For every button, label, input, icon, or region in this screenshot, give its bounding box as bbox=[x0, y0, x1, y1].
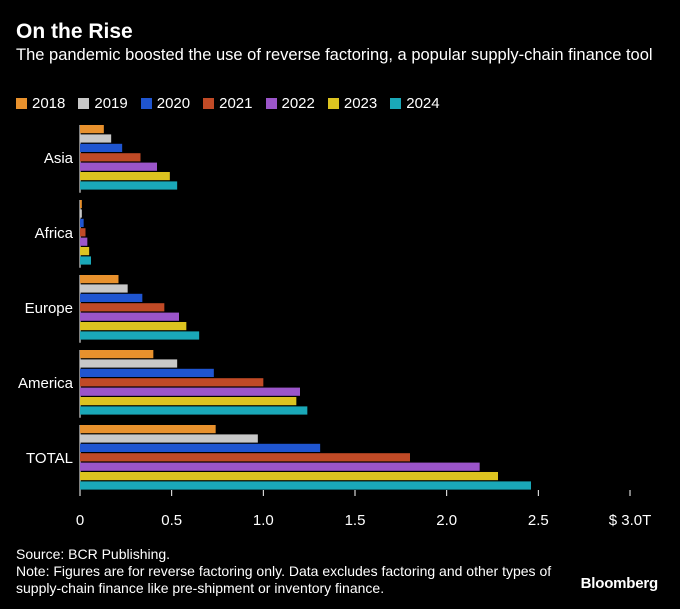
chart-footer: Source: BCR Publishing. Note: Figures ar… bbox=[16, 546, 576, 597]
bar bbox=[80, 218, 84, 227]
bar bbox=[80, 256, 91, 265]
category-label: America bbox=[18, 375, 74, 392]
bar bbox=[80, 322, 187, 331]
x-tick-label: $ 3.0T bbox=[609, 512, 652, 529]
bar bbox=[80, 378, 264, 387]
bar bbox=[80, 303, 165, 312]
legend-item: 2022 bbox=[265, 95, 315, 112]
bar bbox=[80, 331, 200, 340]
legend-item: 2024 bbox=[390, 95, 440, 112]
x-tick-label: 0 bbox=[76, 512, 84, 529]
category-label: Asia bbox=[44, 150, 74, 167]
legend-label: 2020 bbox=[156, 95, 191, 112]
legend-label: 2019 bbox=[94, 95, 128, 112]
bar bbox=[80, 237, 88, 246]
bar bbox=[80, 247, 90, 256]
legend-swatch bbox=[203, 98, 215, 109]
bar bbox=[80, 434, 258, 443]
legend-swatch bbox=[78, 98, 90, 109]
x-tick-label: 0.5 bbox=[161, 512, 182, 529]
bar bbox=[80, 162, 157, 171]
bar bbox=[80, 293, 143, 302]
x-tick-label: 1.0 bbox=[253, 512, 274, 529]
x-tick-label: 2.5 bbox=[528, 512, 549, 529]
x-tick-label: 2.0 bbox=[436, 512, 457, 529]
legend-item: 2019 bbox=[78, 95, 128, 112]
legend-swatch bbox=[265, 98, 277, 109]
legend-item: 2021 bbox=[203, 95, 253, 112]
category-label: Europe bbox=[25, 300, 73, 317]
bar bbox=[80, 462, 480, 471]
category-label: TOTAL bbox=[26, 450, 73, 467]
legend-item: 2018 bbox=[16, 95, 65, 112]
bar bbox=[80, 284, 128, 293]
bar bbox=[80, 181, 178, 190]
bar bbox=[80, 425, 216, 434]
bar bbox=[80, 359, 178, 368]
legend-swatch bbox=[390, 98, 402, 109]
bar bbox=[80, 368, 214, 377]
legend-label: 2022 bbox=[281, 95, 315, 112]
bar bbox=[80, 143, 123, 152]
bar bbox=[80, 275, 119, 284]
bloomberg-logo: Bloomberg bbox=[580, 575, 659, 592]
footnote: Note: Figures are for reverse factoring … bbox=[16, 563, 552, 596]
bar bbox=[80, 200, 82, 209]
legend: 2018 2019 2020 2021 2022 2023 2024 bbox=[16, 95, 453, 112]
legend-swatch bbox=[140, 98, 152, 109]
bar bbox=[80, 406, 308, 415]
bar bbox=[80, 350, 154, 359]
chart-subtitle: The pandemic boosted the use of reverse … bbox=[16, 46, 653, 64]
chart-title: On the Rise bbox=[16, 20, 133, 43]
bar bbox=[80, 209, 82, 218]
legend-label: 2018 bbox=[32, 95, 66, 112]
bar bbox=[80, 134, 112, 143]
bar bbox=[80, 481, 531, 490]
bar bbox=[80, 172, 170, 181]
legend-label: 2021 bbox=[219, 95, 253, 112]
bar bbox=[80, 153, 141, 162]
x-tick-label: 1.5 bbox=[345, 512, 366, 529]
legend-swatch bbox=[16, 98, 27, 109]
bar bbox=[80, 228, 86, 237]
legend-item: 2023 bbox=[327, 95, 378, 112]
bar bbox=[80, 443, 321, 452]
bar bbox=[80, 312, 179, 321]
bar bbox=[80, 397, 297, 406]
legend-label: 2023 bbox=[343, 95, 378, 112]
legend-label: 2024 bbox=[406, 95, 440, 112]
bar bbox=[80, 125, 104, 134]
source-note: Source: BCR Publishing. bbox=[16, 546, 171, 562]
legend-swatch bbox=[327, 98, 339, 109]
bar bbox=[80, 453, 410, 462]
bar bbox=[80, 472, 498, 481]
category-label: Africa bbox=[35, 225, 74, 242]
legend-item: 2020 bbox=[140, 95, 191, 112]
bar bbox=[80, 387, 300, 396]
